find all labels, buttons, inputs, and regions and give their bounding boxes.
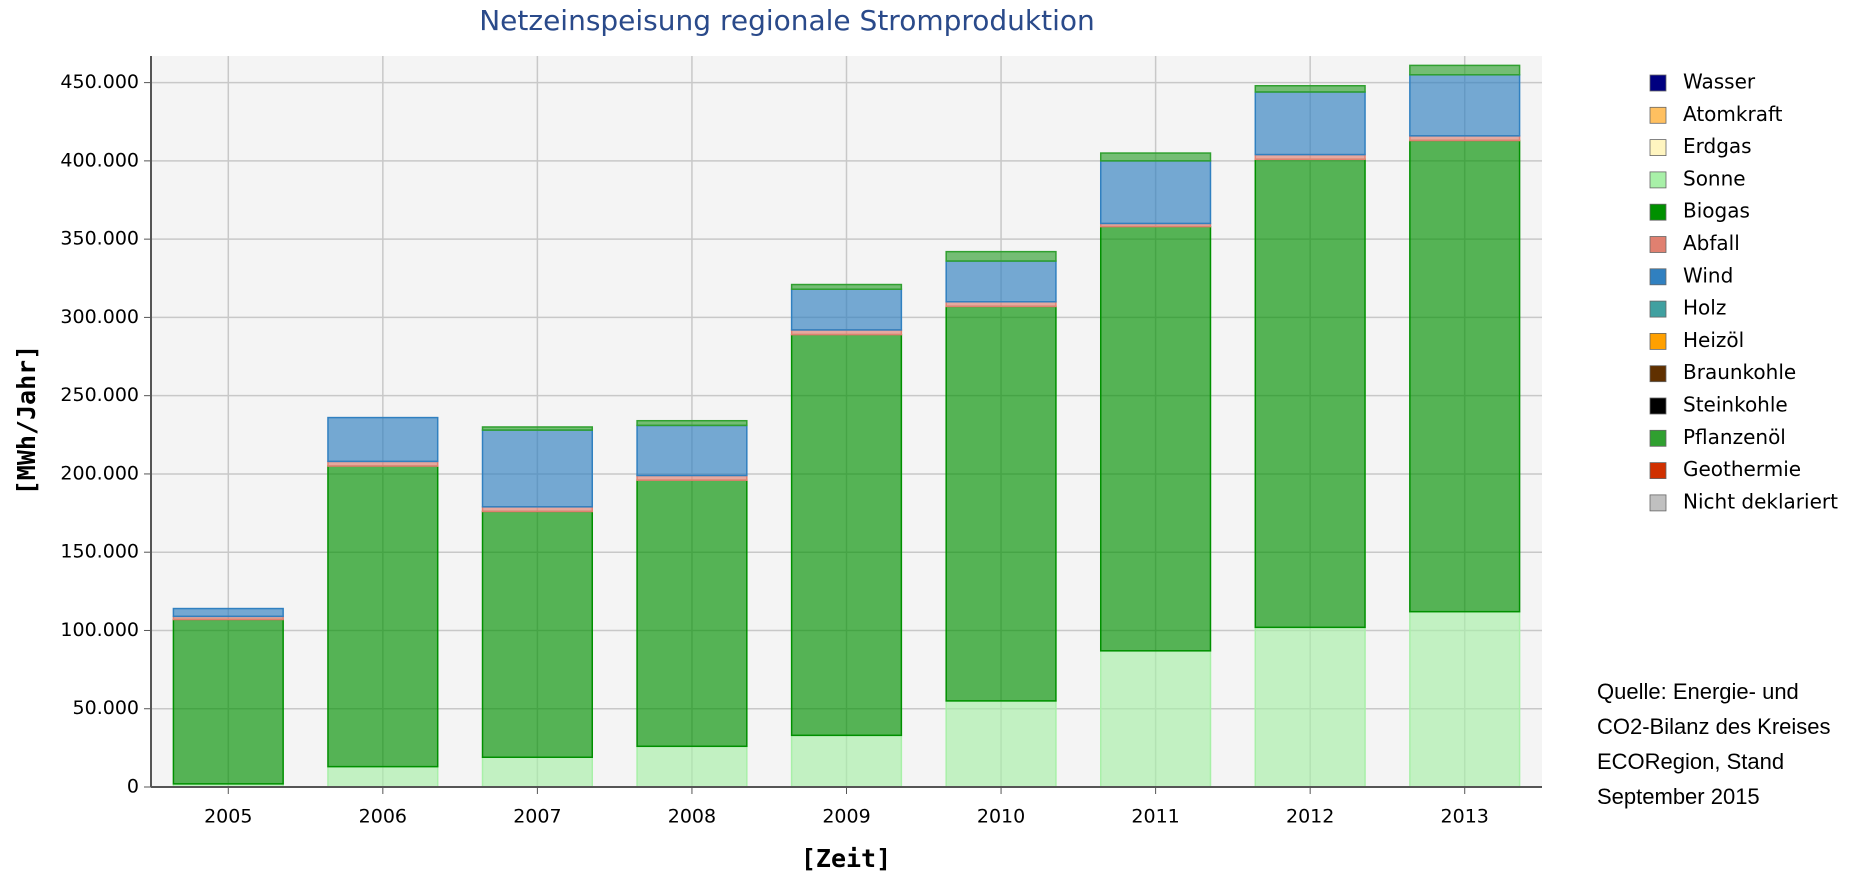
x-tick-label: 2006 [359, 806, 407, 828]
bar-segment [945, 700, 1057, 788]
source-note: September 2015 [1597, 784, 1760, 809]
legend-swatch [1649, 429, 1667, 447]
bar-segment [1099, 225, 1212, 652]
legend-label: Sonne [1683, 166, 1746, 190]
y-tick-label: 350.000 [60, 228, 139, 250]
bar-segment [1254, 84, 1366, 93]
legend-label: Abfall [1683, 231, 1740, 255]
legend-swatch [1649, 300, 1667, 318]
bar-segment [945, 305, 1057, 702]
legend-label: Wind [1683, 263, 1733, 287]
legend-swatch [1649, 106, 1667, 124]
bar-segment [327, 765, 439, 788]
bar-segment [1099, 152, 1212, 162]
legend-swatch [1649, 74, 1667, 92]
legend-label: Erdgas [1683, 134, 1752, 158]
bar-segment [481, 426, 594, 431]
legend-swatch [1649, 397, 1667, 415]
bar-segment [1409, 64, 1521, 76]
y-tick-label: 150.000 [60, 541, 139, 563]
bar-segment [790, 283, 903, 290]
legend-label: Braunkohle [1683, 360, 1796, 384]
legend-swatch [1649, 332, 1667, 350]
bar-segment [481, 429, 594, 508]
y-tick-label: 200.000 [60, 462, 139, 484]
bar-segment [1409, 139, 1521, 613]
bar-segment [481, 510, 594, 759]
bar-segment [1254, 626, 1366, 788]
x-tick-label: 2008 [668, 806, 716, 828]
x-axis-label: [Zeit] [801, 844, 891, 873]
y-tick-label: 100.000 [60, 619, 139, 641]
bar-segment [1409, 74, 1521, 137]
y-tick-label: 250.000 [60, 384, 139, 406]
bar-segment [790, 333, 903, 737]
bar-segment [1099, 160, 1212, 225]
source-note: Quelle: Energie- und [1597, 679, 1799, 704]
y-tick-label: 50.000 [73, 697, 139, 719]
y-tick-label: 0 [127, 776, 139, 798]
legend-label: Nicht deklariert [1683, 489, 1838, 513]
legend-label: Atomkraft [1683, 102, 1783, 126]
y-tick-label: 400.000 [60, 149, 139, 171]
y-tick-label: 450.000 [60, 71, 139, 93]
x-tick-label: 2013 [1441, 806, 1489, 828]
legend-label: Wasser [1683, 70, 1756, 94]
x-tick-label: 2005 [204, 806, 252, 828]
legend-label: Holz [1683, 296, 1726, 320]
bar-segment [636, 745, 748, 788]
bar-segment [636, 479, 748, 748]
bar-segment [1409, 610, 1521, 788]
legend-swatch [1649, 171, 1667, 189]
y-tick-label: 300.000 [60, 306, 139, 328]
legend-swatch [1649, 268, 1667, 286]
legend-swatch [1649, 462, 1667, 480]
bar-segment [1254, 91, 1366, 156]
source-note: ECORegion, Stand [1597, 749, 1784, 774]
legend-swatch [1649, 494, 1667, 512]
bar-segment [945, 260, 1057, 303]
bar-segment [790, 734, 903, 788]
legend-swatch [1649, 203, 1667, 221]
bar-segment [327, 416, 439, 463]
bar-segment [790, 288, 903, 331]
x-tick-label: 2010 [977, 806, 1025, 828]
chart-title: Netzeinspeisung regionale Stromproduktio… [479, 4, 1095, 37]
source-note: CO2-Bilanz des Kreises [1597, 714, 1831, 739]
bar-segment [636, 424, 748, 477]
legend-swatch [1649, 139, 1667, 157]
bar-segment [1099, 650, 1212, 788]
x-tick-label: 2012 [1286, 806, 1334, 828]
bar-segment [481, 756, 594, 788]
bar-segment [172, 618, 284, 785]
legend-swatch [1649, 365, 1667, 383]
legend-label: Biogas [1683, 199, 1750, 223]
x-tick-label: 2009 [822, 806, 870, 828]
bar-segment [1254, 158, 1366, 629]
x-tick-label: 2011 [1131, 806, 1179, 828]
x-tick-label: 2007 [513, 806, 561, 828]
legend-swatch [1649, 236, 1667, 253]
y-axis-label: [MWh/Jahr] [12, 345, 41, 496]
legend-label: Geothermie [1683, 457, 1801, 481]
legend-label: Heizöl [1683, 328, 1744, 352]
bar-segment [945, 250, 1057, 262]
legend-label: Steinkohle [1683, 393, 1788, 417]
bar-segment [327, 465, 439, 768]
bar-segment [636, 419, 748, 427]
legend-label: Pflanzenöl [1683, 425, 1786, 449]
bar-segment [172, 607, 284, 618]
